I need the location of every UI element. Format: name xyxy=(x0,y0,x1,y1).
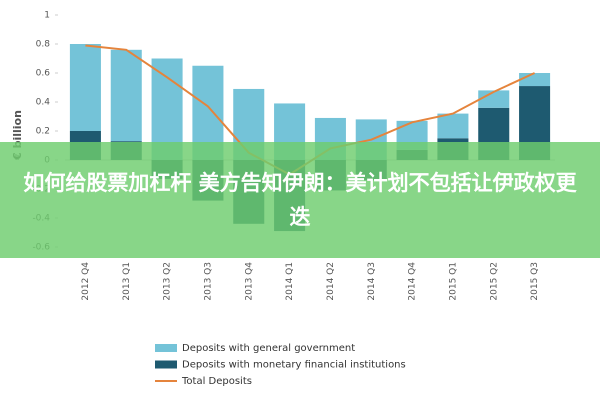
y-tick-label: 0.8 xyxy=(36,40,51,50)
bar xyxy=(437,113,469,139)
x-tick-label: 2013 Q1 xyxy=(122,262,132,301)
legend-swatch xyxy=(155,360,177,369)
y-tick-label: 0.4 xyxy=(36,98,51,108)
bar xyxy=(478,90,510,108)
bar xyxy=(519,73,551,87)
x-tick-label: 2015 Q1 xyxy=(448,262,458,301)
x-tick-label: 2012 Q4 xyxy=(81,262,91,301)
x-tick-label: 2013 Q2 xyxy=(163,262,173,301)
x-tick-label: 2013 Q4 xyxy=(244,262,254,301)
bar xyxy=(110,49,142,142)
bar xyxy=(69,44,101,131)
x-tick-label: 2013 Q3 xyxy=(203,262,213,301)
y-tick-label: 1 xyxy=(44,11,50,21)
legend-label: Total Deposits xyxy=(181,376,252,387)
legend-label: Deposits with monetary financial institu… xyxy=(182,360,406,371)
y-tick-label: 0.2 xyxy=(36,127,50,137)
banner: 如何给股票加杠杆 美方告知伊朗：美计划不包括让伊政权更迭 xyxy=(0,142,600,258)
x-tick-label: 2015 Q3 xyxy=(530,262,540,301)
y-tick-label: 0.6 xyxy=(36,69,51,79)
legend-label: Deposits with general government xyxy=(182,343,355,354)
x-tick-label: 2014 Q1 xyxy=(285,262,295,301)
x-tick-label: 2014 Q2 xyxy=(326,262,336,301)
x-tick-label: 2015 Q2 xyxy=(489,262,499,301)
banner-text: 如何给股票加杠杆 美方告知伊朗：美计划不包括让伊政权更迭 xyxy=(23,171,577,229)
x-tick-label: 2014 Q3 xyxy=(367,262,377,301)
legend-swatch xyxy=(155,344,177,352)
x-tick-label: 2014 Q4 xyxy=(408,262,418,301)
